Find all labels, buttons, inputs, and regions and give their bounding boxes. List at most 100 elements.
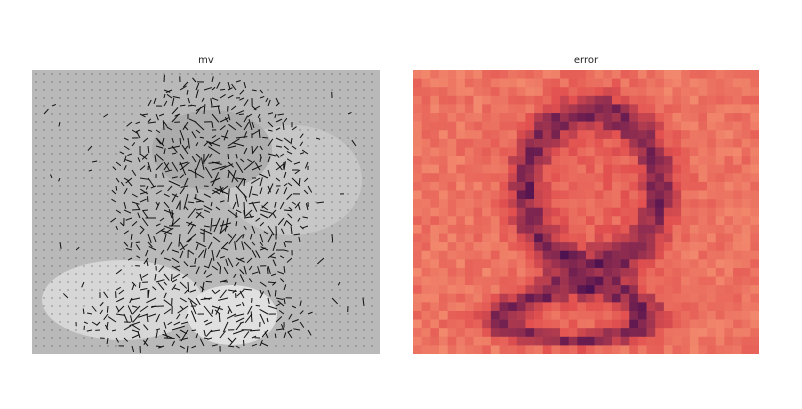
error-cell [741, 190, 751, 200]
mv-arrow [176, 313, 181, 320]
error-cell [421, 181, 431, 191]
error-cell [421, 224, 431, 234]
error-cell [490, 302, 500, 312]
error-cell [620, 147, 630, 157]
mv-arrow [115, 305, 120, 312]
error-cell [473, 345, 483, 354]
mv-arrow [171, 193, 177, 203]
error-cell [733, 78, 742, 88]
mv-zero-dot [331, 73, 333, 75]
error-cell [646, 224, 656, 234]
error-cell [603, 164, 613, 174]
error-cell [698, 310, 708, 320]
error-cell [568, 336, 578, 346]
mv-arrow [331, 297, 338, 305]
mv-zero-dot [363, 121, 365, 123]
mv-arrow [283, 183, 288, 187]
mv-arrow [280, 323, 285, 331]
error-cell [646, 121, 656, 131]
error-cell [681, 259, 691, 269]
error-cell [560, 87, 569, 97]
mv-zero-dot [91, 193, 93, 195]
mv-zero-dot [307, 145, 309, 147]
mv-arrow [208, 141, 213, 147]
mv-zero-dot [155, 73, 157, 75]
mv-zero-dot [339, 233, 341, 235]
error-cell [655, 259, 665, 269]
mv-zero-dot [59, 201, 61, 203]
error-cell [646, 87, 656, 97]
error-cell [629, 104, 639, 114]
error-cell [542, 121, 552, 131]
mv-arrow [115, 161, 122, 167]
mv-zero-dot [35, 321, 37, 323]
mv-arrow [163, 225, 173, 230]
error-cell [534, 250, 544, 260]
mv-arrow [275, 161, 283, 171]
mv-zero-dot [59, 249, 61, 251]
error-cell [594, 336, 604, 346]
mv-arrow [243, 288, 253, 291]
error-cell [534, 302, 544, 312]
mv-arrow [153, 97, 157, 105]
mv-zero-dot [43, 289, 45, 291]
mv-arrow [238, 257, 245, 261]
error-cell [646, 138, 656, 148]
error-cell [490, 95, 500, 105]
mv-zero-dot [371, 257, 373, 259]
error-cell [750, 328, 759, 338]
mv-zero-dot [299, 249, 301, 251]
error-cell [681, 345, 691, 354]
error-cell [577, 138, 587, 148]
mv-arrow [173, 287, 181, 291]
error-cell [447, 138, 457, 148]
error-cell [413, 328, 422, 338]
mv-arrow [195, 241, 207, 248]
mv-arrow [179, 161, 189, 166]
error-cell [560, 181, 569, 191]
mv-zero-dot [291, 281, 293, 283]
mv-arrow [232, 201, 237, 210]
error-cell [689, 233, 699, 243]
error-cell [490, 233, 500, 243]
mv-zero-dot [67, 121, 69, 123]
error-cell [560, 70, 569, 79]
mv-arrow [225, 258, 229, 267]
error-cell [733, 156, 742, 165]
mv-arrow [227, 305, 233, 314]
error-cell [508, 78, 518, 88]
mv-arrow [103, 291, 109, 299]
mv-arrow [96, 321, 101, 326]
error-cell [430, 302, 440, 312]
mv-zero-dot [355, 97, 357, 99]
mv-arrow [218, 297, 229, 301]
error-cell [733, 233, 742, 243]
error-cell [430, 250, 440, 260]
mv-arrow [227, 233, 233, 239]
error-cell [689, 293, 699, 303]
mv-arrow [248, 201, 261, 205]
error-cell [655, 87, 665, 97]
error-cell [733, 199, 742, 208]
mv-arrow [211, 224, 217, 227]
mv-zero-dot [315, 257, 317, 259]
mv-arrow [179, 281, 188, 289]
mv-zero-dot [91, 89, 93, 91]
error-cell [637, 207, 647, 217]
mv-zero-dot [315, 233, 317, 235]
mv-zero-dot [59, 305, 61, 307]
mv-arrow [182, 121, 189, 130]
mv-arrow [235, 322, 242, 331]
error-cell [629, 173, 639, 183]
mv-arrow [299, 310, 304, 315]
mv-arrow [304, 161, 309, 169]
mv-zero-dot [99, 185, 101, 187]
mv-arrow [183, 261, 189, 267]
mv-arrow [248, 185, 253, 198]
mv-zero-dot [75, 89, 77, 91]
error-cell [421, 242, 431, 252]
error-cell [473, 113, 483, 122]
mv-arrow [211, 121, 214, 128]
error-cell [464, 181, 474, 191]
error-cell [715, 328, 725, 338]
